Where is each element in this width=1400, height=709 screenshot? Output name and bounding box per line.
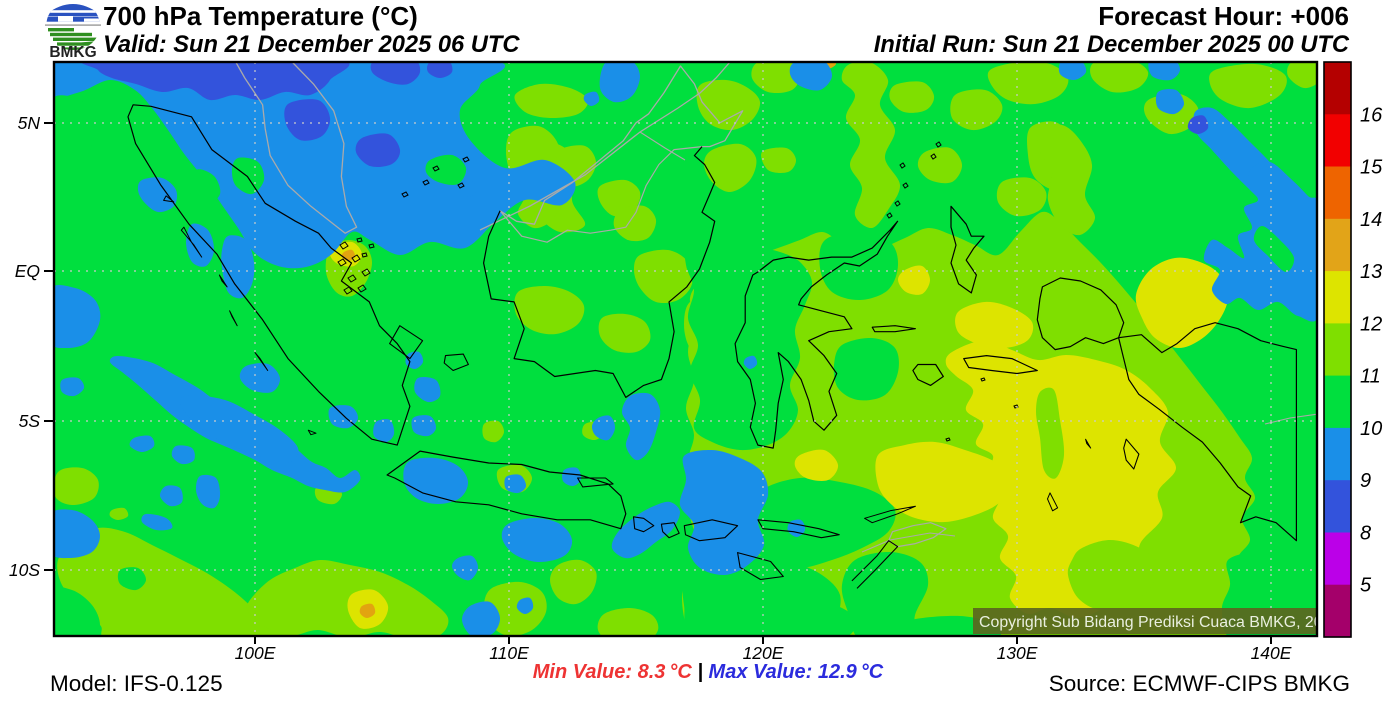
svg-text:5S: 5S: [19, 411, 41, 431]
svg-text:BMKG: BMKG: [49, 44, 96, 61]
svg-text:8: 8: [1360, 523, 1371, 545]
svg-text:16: 16: [1360, 104, 1383, 126]
svg-text:140E: 140E: [1251, 643, 1292, 663]
svg-text:15: 15: [1360, 157, 1383, 179]
svg-text:130E: 130E: [997, 643, 1038, 663]
svg-text:EQ: EQ: [15, 261, 41, 281]
svg-text:Copyright Sub Bidang Prediksi: Copyright Sub Bidang Prediksi Cuaca BMKG…: [979, 614, 1340, 631]
svg-text:10: 10: [1360, 418, 1382, 440]
svg-text:5: 5: [1360, 575, 1372, 597]
svg-text:9: 9: [1360, 470, 1371, 492]
svg-text:10S: 10S: [9, 560, 40, 580]
svg-text:110E: 110E: [489, 643, 529, 663]
svg-text:5N: 5N: [18, 113, 41, 133]
svg-text:11: 11: [1360, 366, 1381, 388]
svg-text:13: 13: [1360, 261, 1382, 283]
svg-text:120E: 120E: [743, 643, 784, 663]
svg-text:100E: 100E: [235, 643, 276, 663]
svg-text:14: 14: [1360, 209, 1382, 231]
svg-text:12: 12: [1360, 313, 1382, 335]
